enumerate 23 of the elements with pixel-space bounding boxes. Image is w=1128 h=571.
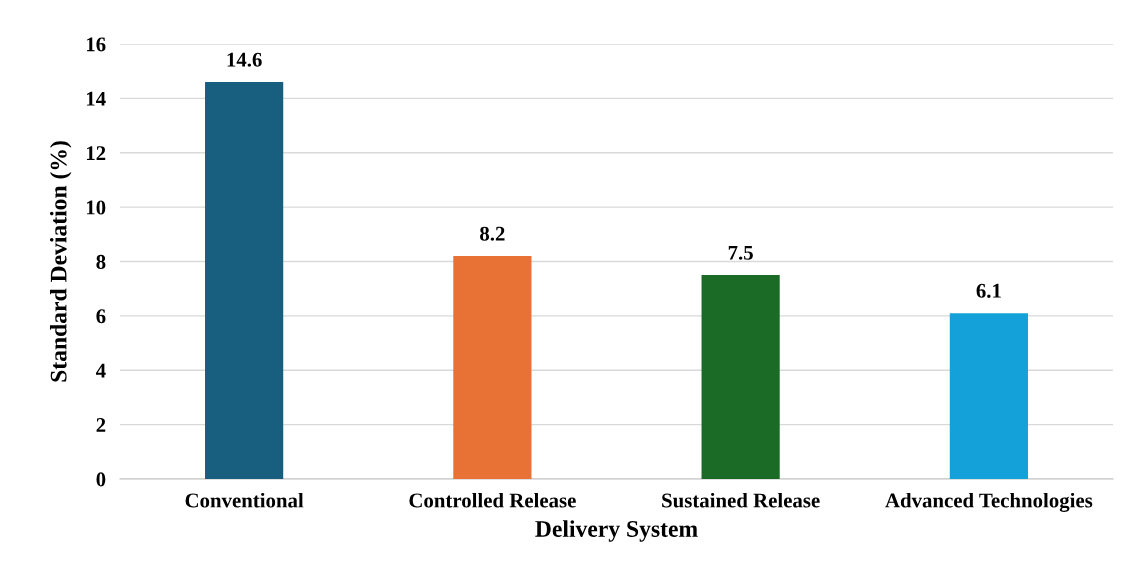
data-label: 6.1 <box>976 283 1001 298</box>
data-label: 7.5 <box>728 245 753 260</box>
y-tick-label: 14 <box>86 91 106 106</box>
y-tick-label: 16 <box>86 37 106 52</box>
y-tick-label: 4 <box>95 363 106 378</box>
y-tick-label: 10 <box>86 200 106 215</box>
bar <box>701 275 780 479</box>
bar <box>453 256 532 479</box>
bar <box>205 82 284 479</box>
y-tick-label: 6 <box>96 309 106 324</box>
y-tick-label: 8 <box>96 254 106 269</box>
y-tick-label: 0 <box>96 472 106 487</box>
y-tick-label: 2 <box>96 418 106 432</box>
data-label: 8.2 <box>480 226 505 241</box>
bar <box>949 313 1028 479</box>
data-label: 14.6 <box>227 52 262 67</box>
y-tick-label: 12 <box>86 146 106 160</box>
x-tick-label: Controlled Release <box>409 492 576 508</box>
y-axis-title: Standard Deviation (%) <box>49 141 72 382</box>
x-tick-label: Sustained Release <box>662 492 820 508</box>
x-axis-title: Delivery System <box>535 520 698 542</box>
x-tick-label: Advanced Technologies <box>885 492 1093 512</box>
x-tick-label: Conventional <box>185 492 304 508</box>
